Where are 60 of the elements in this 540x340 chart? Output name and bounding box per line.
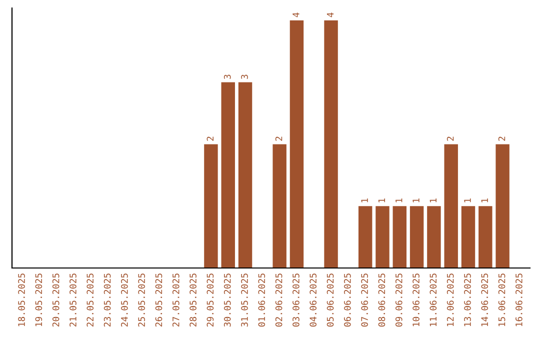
bar	[204, 144, 218, 268]
x-tick-label: 09.06.2025	[395, 274, 402, 327]
x-tick-label: 29.05.2025	[206, 274, 214, 327]
x-tick-label: 18.05.2025	[18, 274, 25, 326]
x-tick-label: 01.06.2025	[258, 274, 266, 327]
data-label: 2	[446, 136, 454, 141]
x-tick-label: 12.06.2025	[446, 274, 454, 326]
x-tick-label: 30.05.2025	[224, 274, 231, 327]
x-tick-label: 14.06.2025	[481, 274, 488, 326]
bar	[358, 206, 372, 268]
bar	[324, 20, 338, 268]
data-label: 3	[224, 74, 231, 79]
data-label: 1	[378, 198, 386, 202]
x-tick-label: 31.05.2025	[241, 274, 248, 327]
bar	[444, 144, 458, 268]
data-label: 1	[361, 198, 368, 202]
bar	[496, 144, 510, 268]
bar	[427, 206, 441, 268]
x-tick-label: 28.05.2025	[190, 274, 196, 327]
x-tick-label: 27.05.2025	[172, 274, 180, 327]
x-tick-label: 07.06.2025	[361, 274, 368, 327]
x-tick-label: 26.05.2025	[155, 274, 162, 327]
bar	[272, 144, 286, 268]
data-label: 2	[206, 136, 214, 141]
x-tick-label: 21.05.2025	[70, 274, 76, 327]
data-label: 3	[241, 74, 248, 79]
data-label: 4	[292, 12, 300, 18]
data-label: 2	[498, 136, 506, 141]
bar	[478, 206, 492, 268]
x-tick-label: 11.06.2025	[430, 274, 437, 326]
data-label: 1	[464, 198, 471, 202]
x-tick-label: 10.06.2025	[412, 274, 420, 326]
bar	[221, 82, 235, 268]
x-tick-label: 05.06.2025	[326, 274, 334, 327]
data-label: 1	[412, 198, 420, 202]
data-label: 1	[430, 198, 436, 202]
x-tick-label: 20.05.2025	[52, 274, 60, 327]
bar	[238, 82, 252, 268]
x-tick-label: 19.05.2025	[35, 274, 42, 326]
x-tick-label: 22.05.2025	[86, 274, 94, 327]
x-tick-label: 02.06.2025	[275, 274, 282, 327]
data-label: 1	[481, 198, 488, 202]
bar	[410, 206, 424, 268]
x-tick-label: 06.06.2025	[344, 274, 351, 327]
bar	[376, 206, 390, 268]
x-tick-label: 15.06.2025	[498, 274, 506, 326]
x-tick-label: 04.06.2025	[310, 274, 317, 327]
data-label: 1	[396, 198, 402, 202]
x-tick-label: 24.05.2025	[121, 274, 128, 327]
bar	[461, 206, 476, 268]
x-tick-label: 08.06.2025	[378, 274, 386, 327]
x-tick-label: 25.05.2025	[138, 274, 145, 327]
data-label: 4	[326, 12, 334, 18]
data-label: 2	[275, 136, 282, 141]
x-tick-label: 13.06.2025	[464, 274, 471, 326]
bar	[290, 20, 304, 268]
x-tick-label: 16.06.2025	[516, 274, 522, 326]
x-tick-label: 23.05.2025	[104, 274, 111, 327]
x-tick-label: 03.06.2025	[292, 274, 300, 327]
bar	[392, 206, 407, 268]
